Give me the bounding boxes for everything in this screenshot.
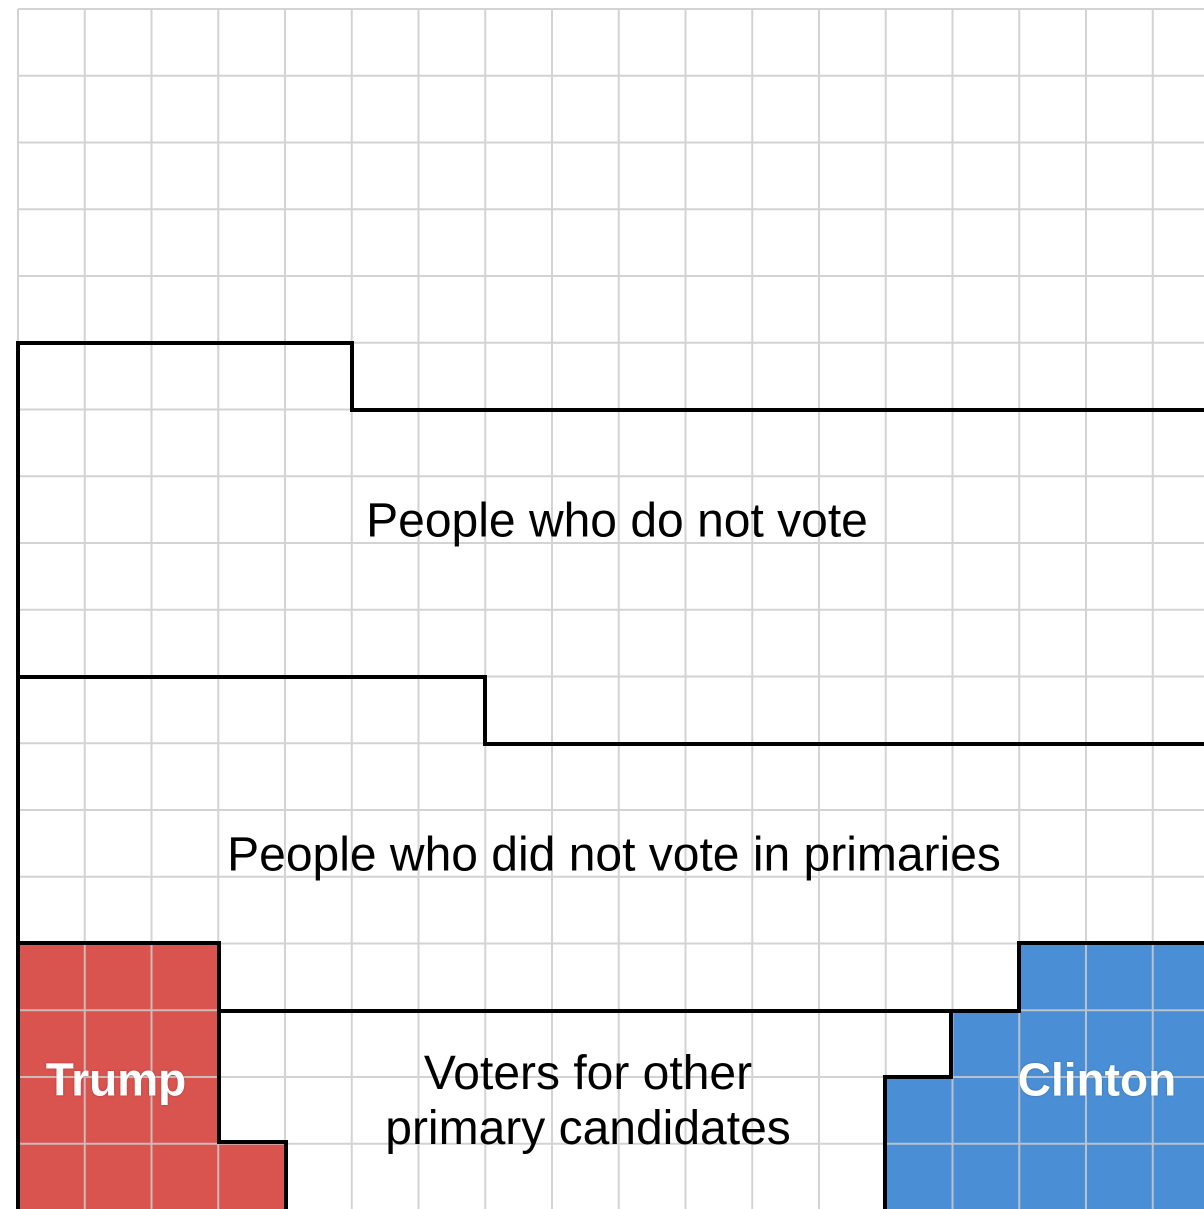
other-candidates-label-line1: Voters for other — [423, 1046, 753, 1100]
trump-boundary — [18, 941, 288, 1209]
other-candidates-label: Voters for other primary candidates — [385, 1046, 791, 1156]
trump-label: Trump — [45, 1053, 187, 1106]
clinton-boundary — [883, 941, 1204, 1209]
clinton-label: Clinton — [1017, 1053, 1177, 1106]
region-outlines — [16, 341, 1204, 1209]
other-candidates-label-line2: primary candidates — [385, 1102, 791, 1155]
non-voters-boundary — [16, 341, 1204, 1209]
non-voters-label: People who do not vote — [366, 494, 868, 548]
primary-non-voters-boundary — [18, 675, 1204, 746]
primary-non-voters-label: People who did not vote in primaries — [227, 828, 1001, 882]
